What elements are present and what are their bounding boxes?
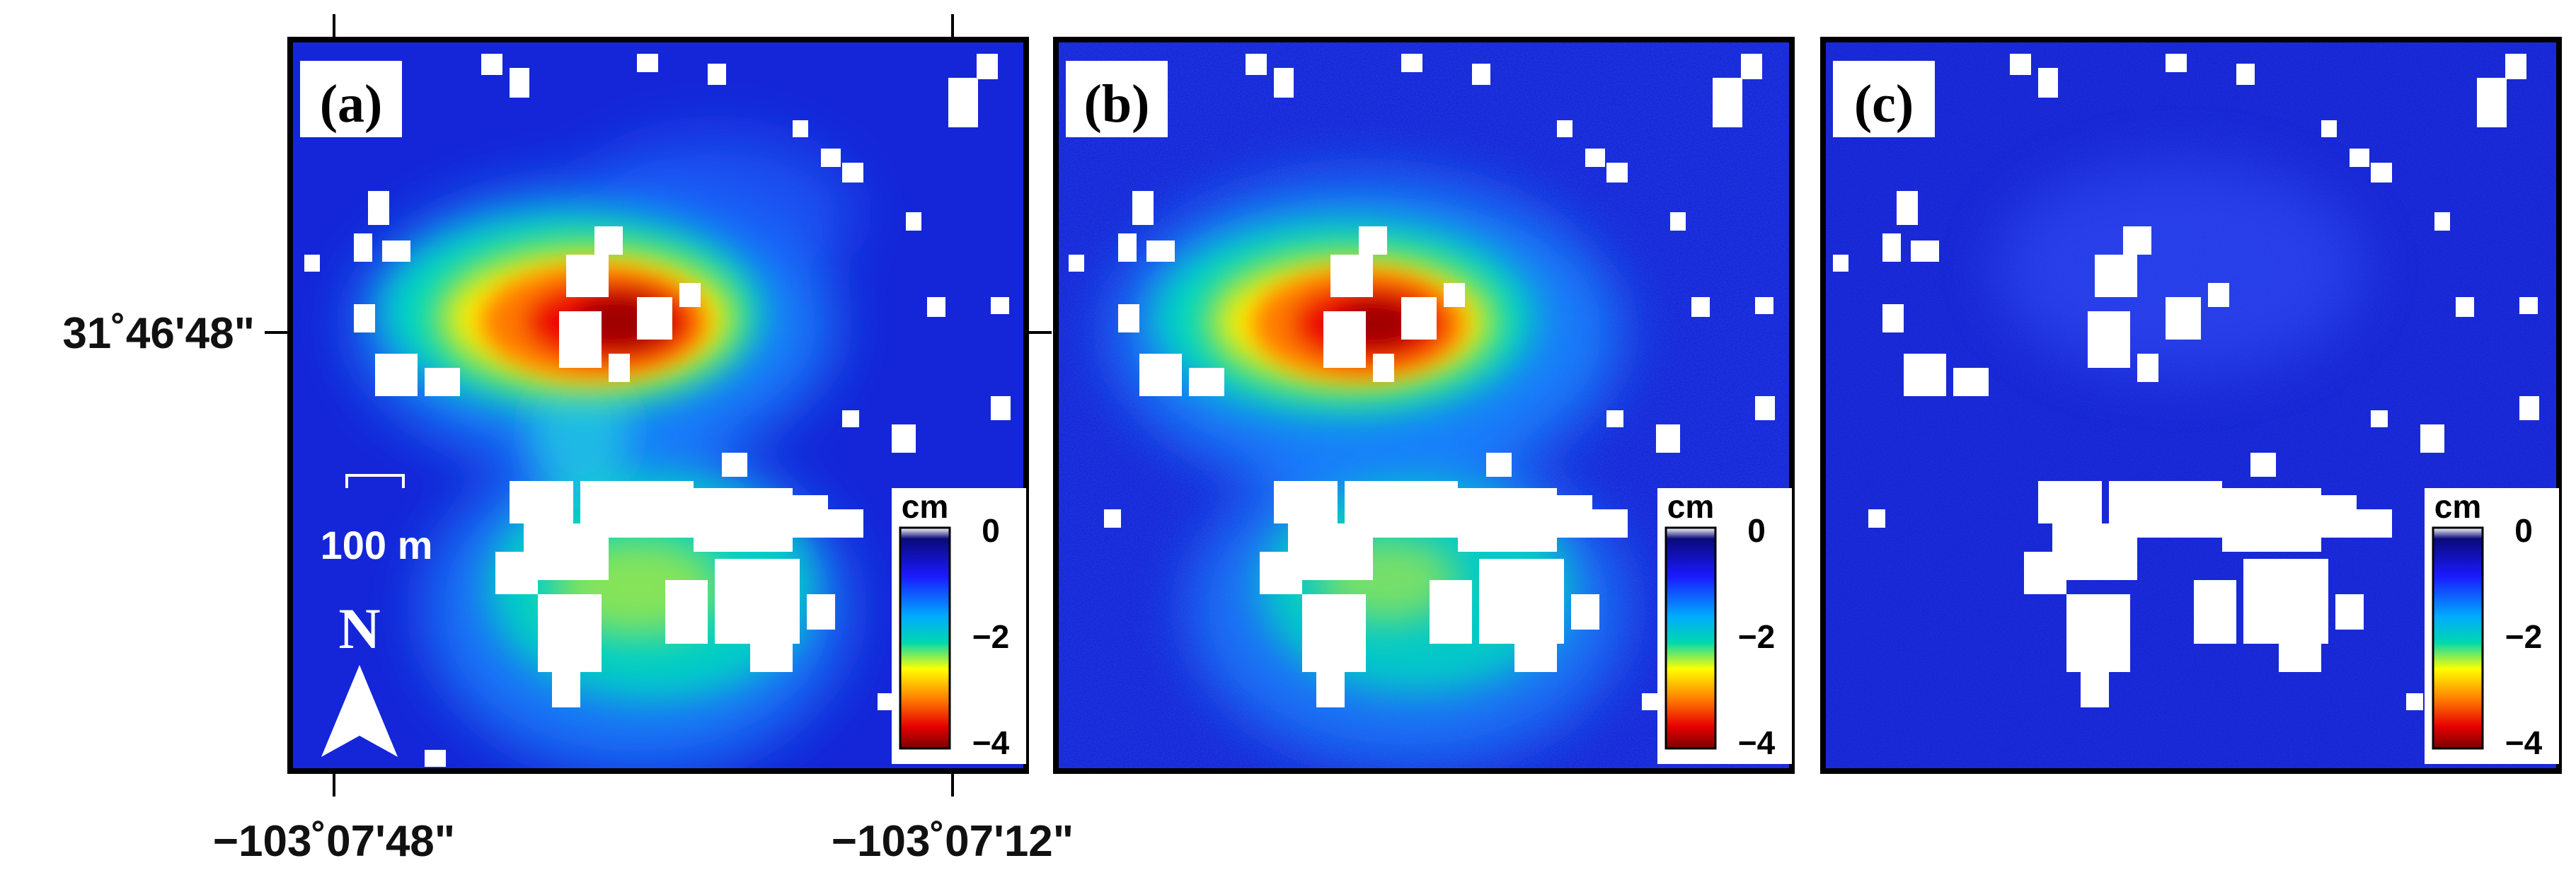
colorbar-a-tick-2: −4 [972,724,1010,761]
panel-c-label-box [1833,61,1935,137]
panel-b-map [1056,40,1792,771]
colorbar-b-tick-1: −2 [1738,618,1775,655]
panel-c: (c) cm 0 −2 −4 [1820,37,2562,774]
longitude-label-east: −103˚07'12" [832,817,1074,866]
colorbar-c-tick-0: 0 [2514,512,2533,549]
panel-c-map [1823,40,2559,771]
colorbar-c-tick-2: −4 [2505,724,2543,761]
panel-a: (a) 100 m N cm 0 −2 −4 [287,37,1029,774]
colorbar-c: cm 0 −2 −4 [2425,488,2559,764]
map-ticks [265,14,1052,797]
scale-bar-label: 100 m [321,523,433,567]
scale-bar: 100 m [321,474,433,567]
colorbar-a: cm 0 −2 −4 [892,488,1026,764]
colorbar-c-unit: cm [2434,488,2481,525]
colorbar-b-tick-2: −4 [1738,724,1776,761]
north-arrow-icon: N [321,596,398,757]
longitude-label-west: −103˚07'48" [213,817,455,866]
panel-b-nodata-mask [1069,54,1775,710]
panel-c-frame [1820,37,2562,774]
panel-a-frame [287,37,1029,774]
colorbar-a-tick-0: 0 [982,512,1000,549]
panel-b-frame [1053,37,1795,774]
panel-c-label: (c) [1854,74,1914,134]
colorbar-a-unit: cm [902,488,948,525]
panel-a-map [290,40,1026,771]
panel-c-nodata-mask [1833,54,2539,710]
colorbar-b: cm 0 −2 −4 [1657,488,1792,764]
panel-b-label: (b) [1084,74,1150,134]
panel-a-label-box [300,61,402,137]
latitude-label: 31˚46'48" [62,309,255,358]
panel-b-label-box [1066,61,1168,137]
panel-a-nodata-mask [304,54,1011,767]
colorbar-b-unit: cm [1667,488,1714,525]
colorbar-c-tick-1: −2 [2505,618,2542,655]
panel-b: (b) cm 0 −2 −4 [1053,37,1795,774]
panel-a-label: (a) [320,74,383,134]
colorbar-b-tick-0: 0 [1747,512,1766,549]
north-arrow-label: N [338,596,380,661]
colorbar-a-tick-1: −2 [972,618,1009,655]
